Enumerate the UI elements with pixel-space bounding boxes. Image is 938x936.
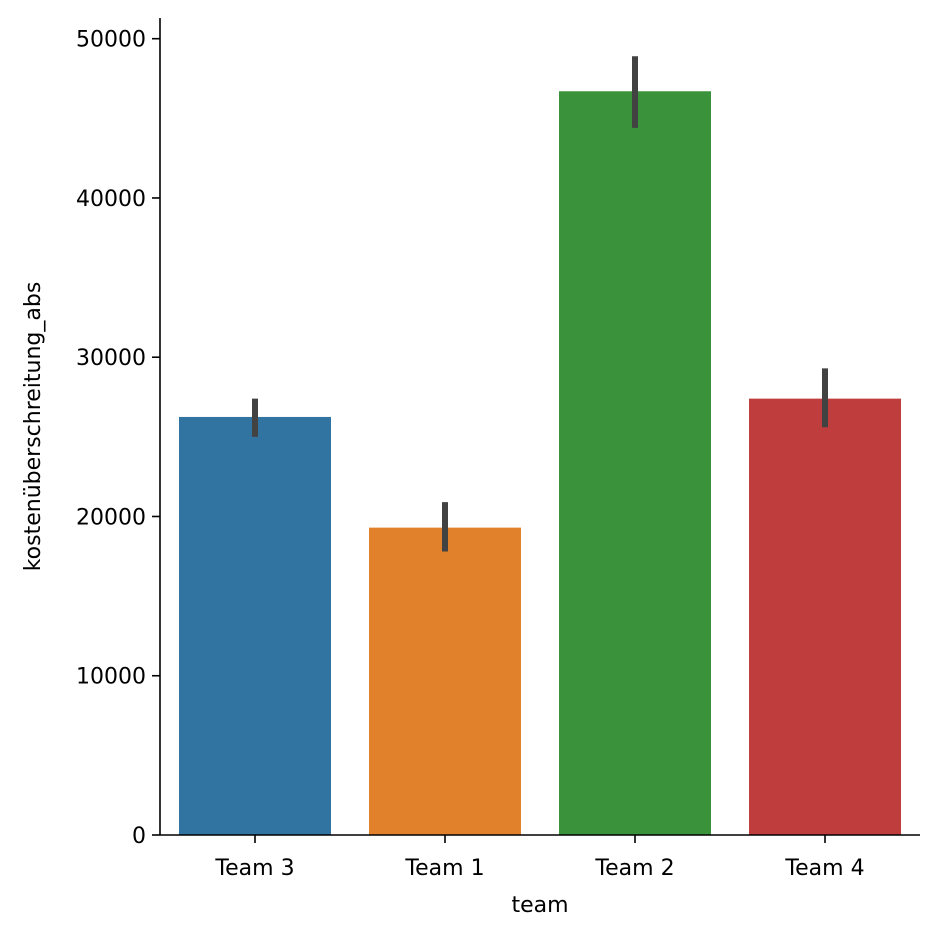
bar-team-3: [179, 417, 331, 835]
y-tick-label: 20000: [76, 505, 146, 530]
x-tick-label: Team 2: [594, 856, 674, 881]
x-tick-label: Team 3: [214, 856, 294, 881]
bar-team-2: [559, 91, 711, 835]
x-axis-label: team: [511, 893, 568, 918]
y-ticks-group: 0 10000 20000 30000 40000 50000: [76, 28, 160, 849]
x-tick-label: Team 4: [784, 856, 864, 881]
bar-team-4: [749, 399, 901, 835]
y-tick-label: 30000: [76, 346, 146, 371]
error-bars-group: [255, 56, 825, 551]
bar-team-1: [369, 528, 521, 835]
y-tick-label: 50000: [76, 28, 146, 53]
y-tick-label: 10000: [76, 665, 146, 690]
y-tick-label: 0: [132, 824, 146, 849]
x-ticks-group: Team 3 Team 1 Team 2 Team 4: [214, 835, 864, 881]
bars-group: [179, 91, 901, 835]
y-tick-label: 40000: [76, 187, 146, 212]
x-tick-label: Team 1: [404, 856, 484, 881]
y-axis-label: kostenüberschreitung_abs: [21, 282, 46, 572]
